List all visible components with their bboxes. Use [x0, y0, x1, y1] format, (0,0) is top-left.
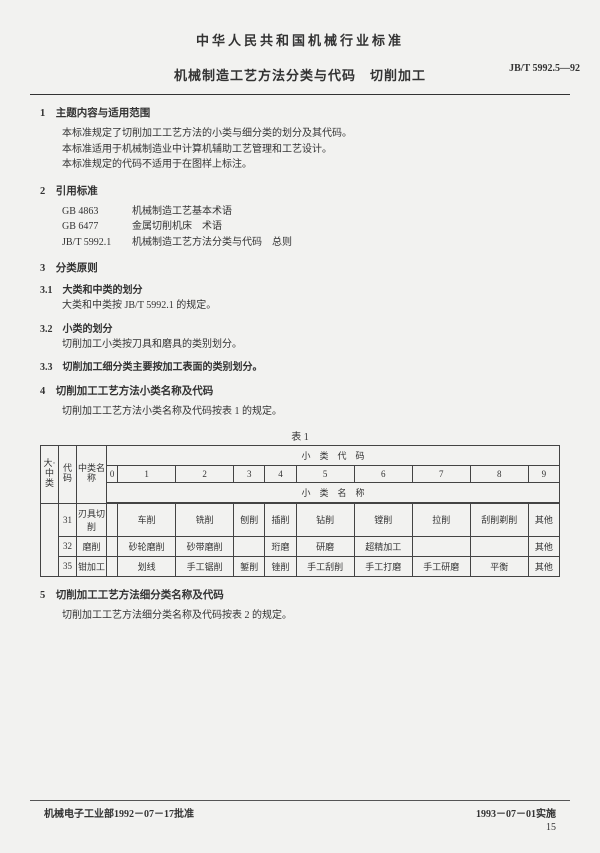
ref-2: GB 6477金属切削机床 术语	[62, 219, 560, 235]
h8: 8	[470, 465, 528, 482]
footer: 机械电子工业部1992－07－17批准 1993－07－01实施 15	[40, 796, 560, 833]
document-header: 中华人民共和国机械行业标准 机械制造工艺方法分类与代码 切削加工 JB/T 59…	[40, 30, 560, 84]
s32h: 3.2 小类的划分	[40, 320, 560, 335]
section-2-heading: 2 引用标准	[40, 183, 560, 198]
s31h: 3.1 大类和中类的划分	[40, 281, 560, 296]
table-1-caption: 表 1	[40, 428, 560, 443]
s4-p: 切削加工工艺方法小类名称及代码按表 1 的规定。	[62, 404, 560, 420]
section-1-heading: 1 主题内容与适用范围	[40, 105, 560, 120]
h2: 2	[176, 465, 234, 482]
standard-code: JB/T 5992.5—92	[509, 63, 580, 74]
col-code: 代码	[59, 445, 77, 503]
table-row: 31 刃具切削 车削 铣削 刨削 插削 钻削 镗削 拉削 刮削剃削 其他	[41, 503, 560, 536]
section-4-heading: 4 切削加工工艺方法小类名称及代码	[40, 383, 560, 398]
h3: 3	[234, 465, 265, 482]
h6: 6	[354, 465, 412, 482]
table-row: 32 磨削 砂轮磨削 砂带磨削 珩磨 研磨 超精加工 其他	[41, 536, 560, 556]
section-3-heading: 3 分类原则	[40, 260, 560, 275]
implementation-date: 1993－07－01实施	[476, 805, 556, 820]
footer-divider	[30, 800, 570, 801]
ref-3: JB/T 5992.1机械制造工艺方法分类与代码 总则	[62, 235, 560, 251]
top-title: 中华人民共和国机械行业标准	[40, 30, 560, 49]
subtitle: 机械制造工艺方法分类与代码 切削加工	[174, 65, 426, 84]
ref-1: GB 4863机械制造工艺基本术语	[62, 204, 560, 220]
h4: 4	[265, 465, 296, 482]
s1-p3: 本标准规定的代码不适用于在图样上标注。	[62, 157, 560, 173]
s1-p1: 本标准规定了切削加工工艺方法的小类与细分类的划分及其代码。	[62, 126, 560, 142]
approval-date: 机械电子工业部1992－07－17批准	[44, 805, 194, 820]
span-name: 小 类 名 称	[107, 482, 560, 502]
span-code: 小 类 代 码	[107, 445, 560, 465]
col-dazhong: 大·中类	[41, 445, 59, 503]
s5-p: 切削加工工艺方法细分类名称及代码按表 2 的规定。	[62, 608, 560, 624]
h5: 5	[296, 465, 354, 482]
h7: 7	[412, 465, 470, 482]
s33h: 3.3 切削加工细分类主要按加工表面的类别划分。	[40, 358, 560, 373]
col-name: 中类名称	[77, 445, 107, 503]
s1-p2: 本标准适用于机械制造业中计算机辅助工艺管理和工艺设计。	[62, 142, 560, 158]
table-1: 大·中类 代码 中类名称 小 类 代 码 0 1 2 3 4 5 6 7 8 9…	[40, 445, 560, 577]
h1: 1	[118, 465, 176, 482]
h9: 9	[528, 465, 559, 482]
page-number: 15	[40, 822, 560, 833]
table-row: 35 钳加工 划线 手工锯削 錾削 锉削 手工刮削 手工打磨 手工研磨 平衡 其…	[41, 556, 560, 576]
divider	[30, 94, 570, 95]
section-5-heading: 5 切削加工工艺方法细分类名称及代码	[40, 587, 560, 602]
h0: 0	[107, 465, 118, 482]
subtitle-row: 机械制造工艺方法分类与代码 切削加工 JB/T 5992.5—92	[40, 65, 560, 84]
s31p: 大类和中类按 JB/T 5992.1 的规定。	[62, 298, 560, 314]
s32p: 切削加工小类按刀具和磨具的类别划分。	[62, 337, 560, 353]
